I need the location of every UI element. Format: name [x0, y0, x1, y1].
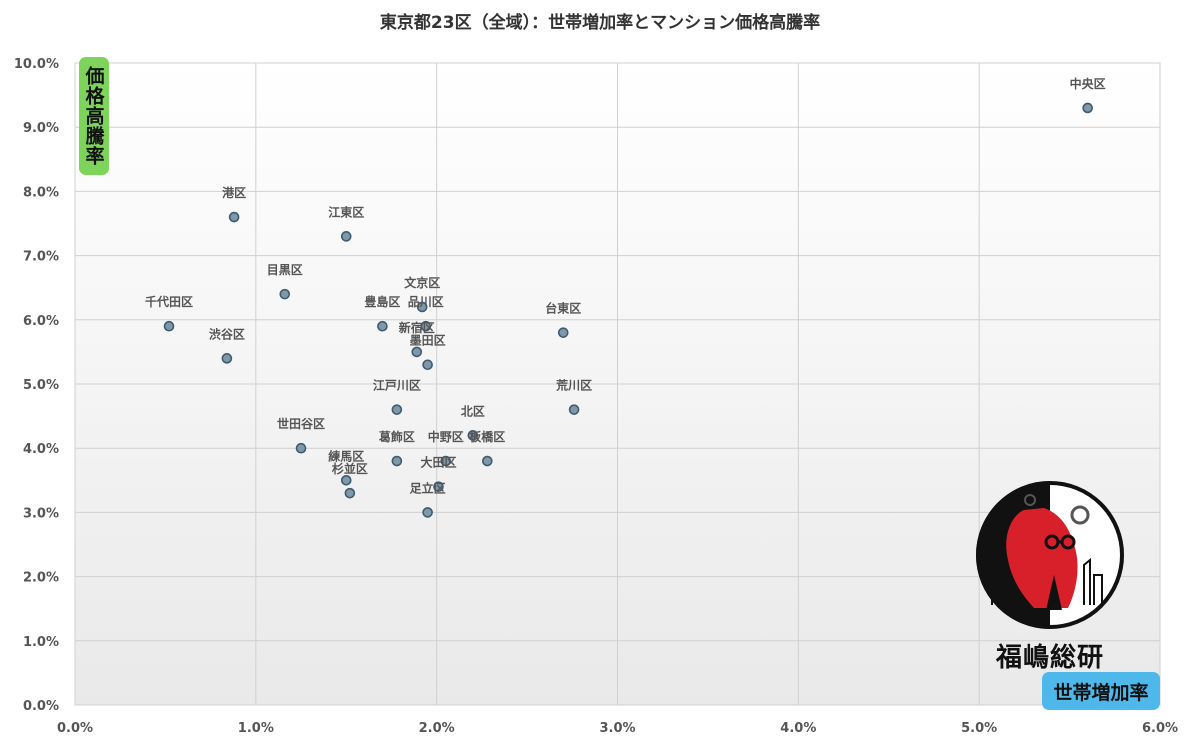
data-point — [440, 455, 452, 467]
data-label: 江戸川区 — [373, 378, 421, 393]
data-point — [416, 301, 428, 313]
data-point — [228, 211, 240, 223]
logo-text: 福嶋総研 — [995, 643, 1104, 673]
data-label: 杉並区 — [332, 461, 368, 476]
y-tick-label: 0.0% — [23, 699, 59, 714]
y-tick-label: 4.0% — [23, 442, 59, 457]
axis-tick-labels: 0.0% 1.0% 2.0% 3.0% 4.0% 5.0% 6.0% 0.0% 1.0% 2.0%… — [14, 57, 1178, 736]
data-label: 文京区 — [404, 275, 440, 290]
data-point — [568, 404, 580, 415]
x-tick-label: 0.0% — [57, 721, 93, 736]
x-tick-label: 6.0% — [1142, 721, 1178, 736]
data-label: 目黒区 — [267, 263, 303, 277]
data-point — [377, 320, 388, 332]
data-point — [221, 353, 233, 364]
data-point — [467, 430, 479, 441]
data-label: 練馬区 — [328, 448, 364, 463]
data-point — [340, 231, 352, 242]
x-tick-label: 2.0% — [419, 721, 455, 736]
data-label: 江東区 — [328, 204, 364, 219]
data-label: 新宿区 — [399, 320, 435, 335]
y-axis-label: 価格高騰率 — [82, 66, 105, 166]
x-axis-label: 世帯増加率 — [1053, 681, 1149, 704]
logo-emblem-icon — [976, 481, 1124, 629]
y-tick-label: 9.0% — [23, 121, 59, 136]
y-tick-label: 8.0% — [23, 185, 59, 200]
data-point — [279, 288, 291, 300]
data-point — [557, 327, 569, 338]
y-tick-label: 1.0% — [23, 635, 59, 650]
data-point — [391, 404, 403, 415]
data-point — [422, 507, 433, 518]
y-tick-label: 7.0% — [23, 250, 59, 265]
data-label: 足立区 — [410, 480, 446, 495]
data-point — [1082, 102, 1093, 114]
data-point — [340, 474, 352, 486]
data-label: 中央区 — [1070, 76, 1106, 91]
y-tick-label: 5.0% — [23, 378, 59, 393]
chart-title: 東京都23区（全域）：世帯増加率とマンション価格高騰率 — [380, 12, 820, 33]
data-label: 千代田区 — [145, 294, 193, 309]
data-label: 墨田区 — [410, 334, 446, 348]
data-point — [163, 320, 175, 332]
x-axis-label-badge: 世帯増加率 — [1042, 672, 1160, 710]
data-label: 世田谷区 — [277, 416, 325, 431]
data-point — [433, 481, 444, 493]
x-tick-label: 1.0% — [238, 721, 274, 736]
data-label: 板橋区 — [469, 429, 505, 444]
brand-logo: 福嶋総研 — [972, 480, 1128, 673]
data-label: 大田区 — [420, 455, 456, 470]
data-label: 北区 — [461, 403, 485, 418]
data-label: 港区 — [222, 185, 246, 200]
data-point — [481, 455, 493, 467]
data-label: 中野区 — [428, 429, 464, 444]
data-point — [422, 359, 433, 371]
data-label: 渋谷区 — [209, 326, 245, 341]
x-tick-label: 5.0% — [961, 721, 997, 736]
y-tick-label: 3.0% — [23, 506, 59, 521]
y-tick-label: 2.0% — [23, 571, 59, 586]
y-axis-label-badge: 価格高騰率 — [79, 57, 109, 175]
data-point — [391, 455, 403, 467]
data-label: 台東区 — [545, 301, 581, 316]
y-tick-label: 6.0% — [23, 314, 59, 329]
data-label: 品川区 — [408, 295, 444, 309]
grid-lines — [74, 62, 1161, 706]
y-tick-label: 10.0% — [14, 57, 59, 72]
data-point — [420, 320, 432, 332]
data-point — [411, 346, 423, 358]
x-tick-label: 3.0% — [599, 721, 635, 736]
data-label: 葛飾区 — [378, 429, 415, 444]
data-point — [295, 442, 307, 454]
x-tick-label: 4.0% — [780, 721, 816, 736]
data-label: 荒川区 — [555, 378, 592, 393]
data-label: 豊島区 — [364, 294, 400, 309]
data-point — [344, 487, 356, 499]
